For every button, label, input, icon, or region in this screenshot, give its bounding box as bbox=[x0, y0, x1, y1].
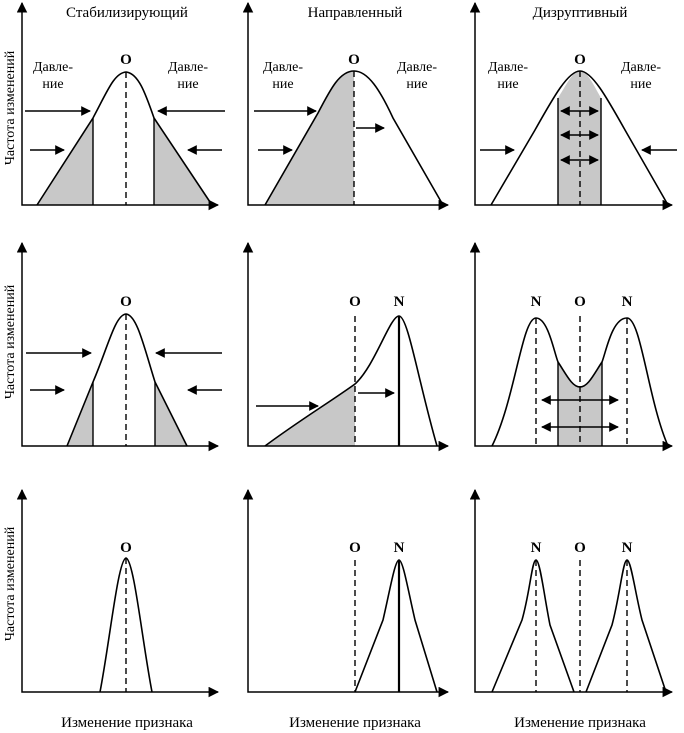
y-label-row1: Частота изменений bbox=[3, 50, 18, 165]
label-o: O bbox=[574, 540, 586, 556]
panel-directional-row2: O N bbox=[242, 241, 450, 452]
panel-stabilizing-row3: O bbox=[16, 488, 220, 698]
pressure-text-right-2: ние bbox=[630, 77, 651, 92]
axes bbox=[16, 488, 220, 698]
pressure-text-right-1: Давле- bbox=[397, 60, 437, 75]
panel-stabilizing-row1: O Давле- ние Давле- ние bbox=[16, 1, 225, 211]
label-o: O bbox=[120, 540, 132, 556]
pressure-text-right-2: ние bbox=[406, 77, 427, 92]
axes bbox=[242, 241, 450, 452]
panel-directional-row3: O N bbox=[242, 488, 450, 698]
shaded-region bbox=[558, 362, 602, 446]
pressure-text-left-1: Давле- bbox=[33, 60, 73, 75]
pressure-text-right-1: Давле- bbox=[168, 60, 208, 75]
label-o: O bbox=[120, 52, 132, 68]
axes bbox=[16, 1, 220, 211]
label-n-left: N bbox=[531, 540, 542, 556]
axes bbox=[16, 241, 220, 452]
label-n: N bbox=[394, 294, 405, 310]
axes bbox=[242, 1, 450, 211]
pressure-text-left-2: ние bbox=[497, 77, 518, 92]
panel-disruptive-row2: N O N bbox=[469, 241, 674, 452]
label-o: O bbox=[120, 294, 132, 310]
header-directional: Направленный bbox=[308, 5, 403, 21]
panel-directional-row1: O Давле- ние Давле- ние bbox=[242, 1, 450, 211]
label-n-right: N bbox=[622, 540, 633, 556]
y-label-row2: Частота изменений bbox=[3, 284, 18, 399]
label-o: O bbox=[349, 540, 361, 556]
pressure-text-left-2: ние bbox=[272, 77, 293, 92]
panel-disruptive-row1: O Давле- ние Давле- ние bbox=[469, 1, 677, 211]
header-stabilizing: Стабилизирующий bbox=[66, 5, 188, 21]
pressure-text-left-1: Давле- bbox=[263, 60, 303, 75]
pressure-text-right-1: Давле- bbox=[621, 60, 661, 75]
label-o: O bbox=[348, 52, 360, 68]
pressure-text-left-2: ние bbox=[42, 77, 63, 92]
axes bbox=[469, 241, 674, 452]
x-label-col1: Изменение признака bbox=[61, 715, 193, 731]
label-n: N bbox=[394, 540, 405, 556]
axes bbox=[469, 488, 674, 698]
header-disruptive: Дизруптивный bbox=[533, 5, 628, 21]
distribution-curve-left bbox=[491, 559, 575, 693]
pressure-text-left-1: Давле- bbox=[488, 60, 528, 75]
panel-disruptive-row3: N O N bbox=[469, 488, 674, 698]
label-n-left: N bbox=[531, 294, 542, 310]
pressure-text-right-2: ние bbox=[177, 77, 198, 92]
label-o: O bbox=[349, 294, 361, 310]
distribution-curve bbox=[354, 559, 438, 693]
label-o: O bbox=[574, 294, 586, 310]
panel-stabilizing-row2: O bbox=[16, 241, 222, 452]
axes bbox=[469, 1, 674, 211]
distribution-curve-right bbox=[585, 559, 667, 693]
label-o: O bbox=[574, 52, 586, 68]
x-label-col3: Изменение признака bbox=[514, 715, 646, 731]
axes bbox=[242, 488, 450, 698]
label-n-right: N bbox=[622, 294, 633, 310]
y-label-row3: Частота изменений bbox=[3, 526, 18, 641]
x-label-col2: Изменение признака bbox=[289, 715, 421, 731]
